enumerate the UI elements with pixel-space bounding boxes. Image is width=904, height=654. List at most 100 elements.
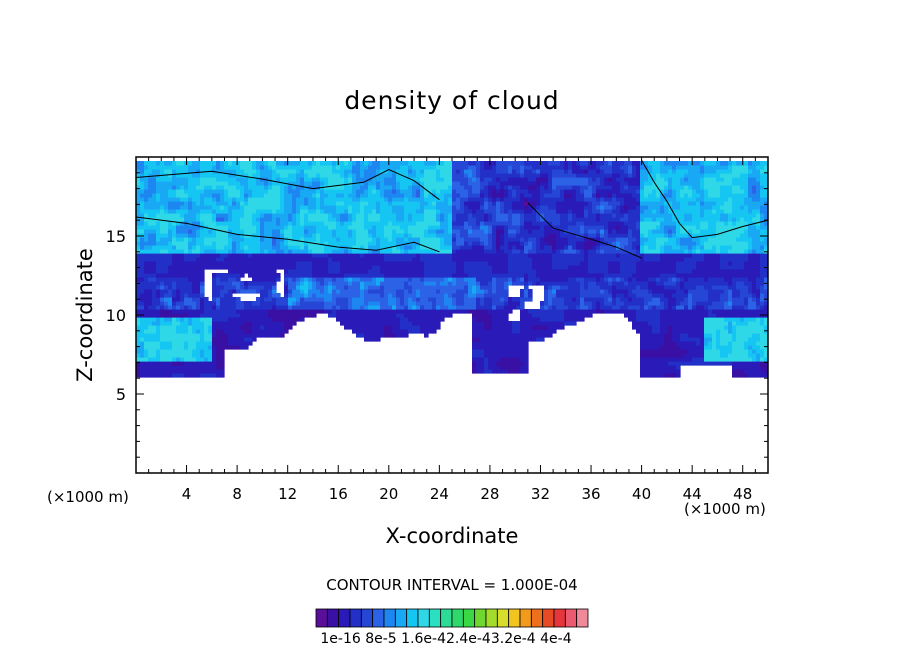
heatmap-cell — [520, 209, 525, 214]
heatmap-cell — [340, 305, 345, 310]
heatmap-cell — [424, 169, 429, 174]
heatmap-cell — [156, 237, 161, 242]
heatmap-cell — [176, 305, 181, 310]
heatmap-cell — [216, 169, 221, 174]
heatmap-cell — [144, 161, 149, 166]
heatmap-cell — [140, 353, 145, 358]
heatmap-cell — [188, 317, 193, 322]
heatmap-cell — [480, 217, 485, 222]
heatmap-cell — [144, 237, 149, 242]
heatmap-cell — [568, 217, 573, 222]
heatmap-cell — [420, 225, 425, 230]
heatmap-cell — [324, 233, 329, 238]
heatmap-cell — [228, 337, 233, 342]
heatmap-cell — [552, 233, 557, 238]
heatmap-cell — [200, 281, 205, 286]
heatmap-cell — [468, 241, 473, 246]
heatmap-cell — [136, 317, 141, 322]
heatmap-cell — [336, 301, 341, 306]
heatmap-cell — [204, 265, 209, 270]
heatmap-cell — [468, 285, 473, 290]
heatmap-cell — [212, 181, 217, 186]
heatmap-cell — [220, 353, 225, 358]
heatmap-cell — [232, 277, 237, 282]
heatmap-cell — [376, 269, 381, 274]
heatmap-cell — [192, 209, 197, 214]
heatmap-cell — [500, 277, 505, 282]
heatmap-cell — [464, 169, 469, 174]
heatmap-cell — [164, 169, 169, 174]
heatmap-cell — [428, 297, 433, 302]
heatmap-cell — [192, 309, 197, 314]
heatmap-cell — [184, 229, 189, 234]
heatmap-cell — [452, 173, 457, 178]
heatmap-cell — [212, 325, 217, 330]
heatmap-cell — [412, 329, 417, 334]
heatmap-cell — [180, 301, 185, 306]
heatmap-cell — [148, 273, 153, 278]
heatmap-cell — [356, 249, 361, 254]
heatmap-cell — [552, 201, 557, 206]
heatmap-cell — [336, 257, 341, 262]
heatmap-cell — [384, 301, 389, 306]
heatmap-cell — [388, 221, 393, 226]
heatmap-cell — [208, 317, 213, 322]
heatmap-cell — [488, 365, 493, 370]
heatmap-cell — [524, 205, 529, 210]
heatmap-cell — [440, 257, 445, 262]
heatmap-cell — [136, 173, 141, 178]
heatmap-cell — [532, 261, 537, 266]
heatmap-cell — [248, 213, 253, 218]
heatmap-cell — [300, 197, 305, 202]
heatmap-cell — [404, 205, 409, 210]
heatmap-cell — [360, 237, 365, 242]
heatmap-cell — [304, 277, 309, 282]
heatmap-cell — [344, 209, 349, 214]
heatmap-cell — [544, 293, 549, 298]
heatmap-cell — [392, 193, 397, 198]
heatmap-cell — [508, 189, 513, 194]
heatmap-cell — [476, 197, 481, 202]
heatmap-cell — [356, 189, 361, 194]
heatmap-cell — [228, 205, 233, 210]
heatmap-cell — [440, 201, 445, 206]
heatmap-cell — [416, 261, 421, 266]
heatmap-cell — [168, 357, 173, 362]
heatmap-cell — [420, 249, 425, 254]
heatmap-cell — [152, 269, 157, 274]
heatmap-cell — [492, 249, 497, 254]
heatmap-cell — [400, 161, 405, 166]
heatmap-cell — [368, 285, 373, 290]
heatmap-cell — [344, 229, 349, 234]
heatmap-cell — [524, 289, 529, 294]
heatmap-cell — [292, 269, 297, 274]
heatmap-cell — [324, 241, 329, 246]
heatmap-cell — [196, 325, 201, 330]
heatmap-cell — [532, 169, 537, 174]
heatmap-cell — [536, 173, 541, 178]
heatmap-cell — [292, 261, 297, 266]
heatmap-cell — [236, 257, 241, 262]
heatmap-cell — [180, 181, 185, 186]
heatmap-cell — [136, 213, 141, 218]
heatmap-cell — [360, 165, 365, 170]
heatmap-cell — [512, 237, 517, 242]
heatmap-cell — [464, 293, 469, 298]
heatmap-cell — [452, 165, 457, 170]
heatmap-cell — [288, 217, 293, 222]
heatmap-cell — [296, 233, 301, 238]
heatmap-cell — [436, 325, 441, 330]
heatmap-cell — [152, 161, 157, 166]
heatmap-cell — [544, 197, 549, 202]
heatmap-cell — [176, 201, 181, 206]
heatmap-cell — [496, 357, 501, 362]
heatmap-cell — [216, 257, 221, 262]
heatmap-cell — [428, 261, 433, 266]
heatmap-cell — [320, 229, 325, 234]
heatmap-cell — [512, 273, 517, 278]
heatmap-cell — [296, 173, 301, 178]
heatmap-cell — [472, 249, 477, 254]
heatmap-cell — [172, 165, 177, 170]
heatmap-cell — [240, 249, 245, 254]
heatmap-cell — [460, 217, 465, 222]
